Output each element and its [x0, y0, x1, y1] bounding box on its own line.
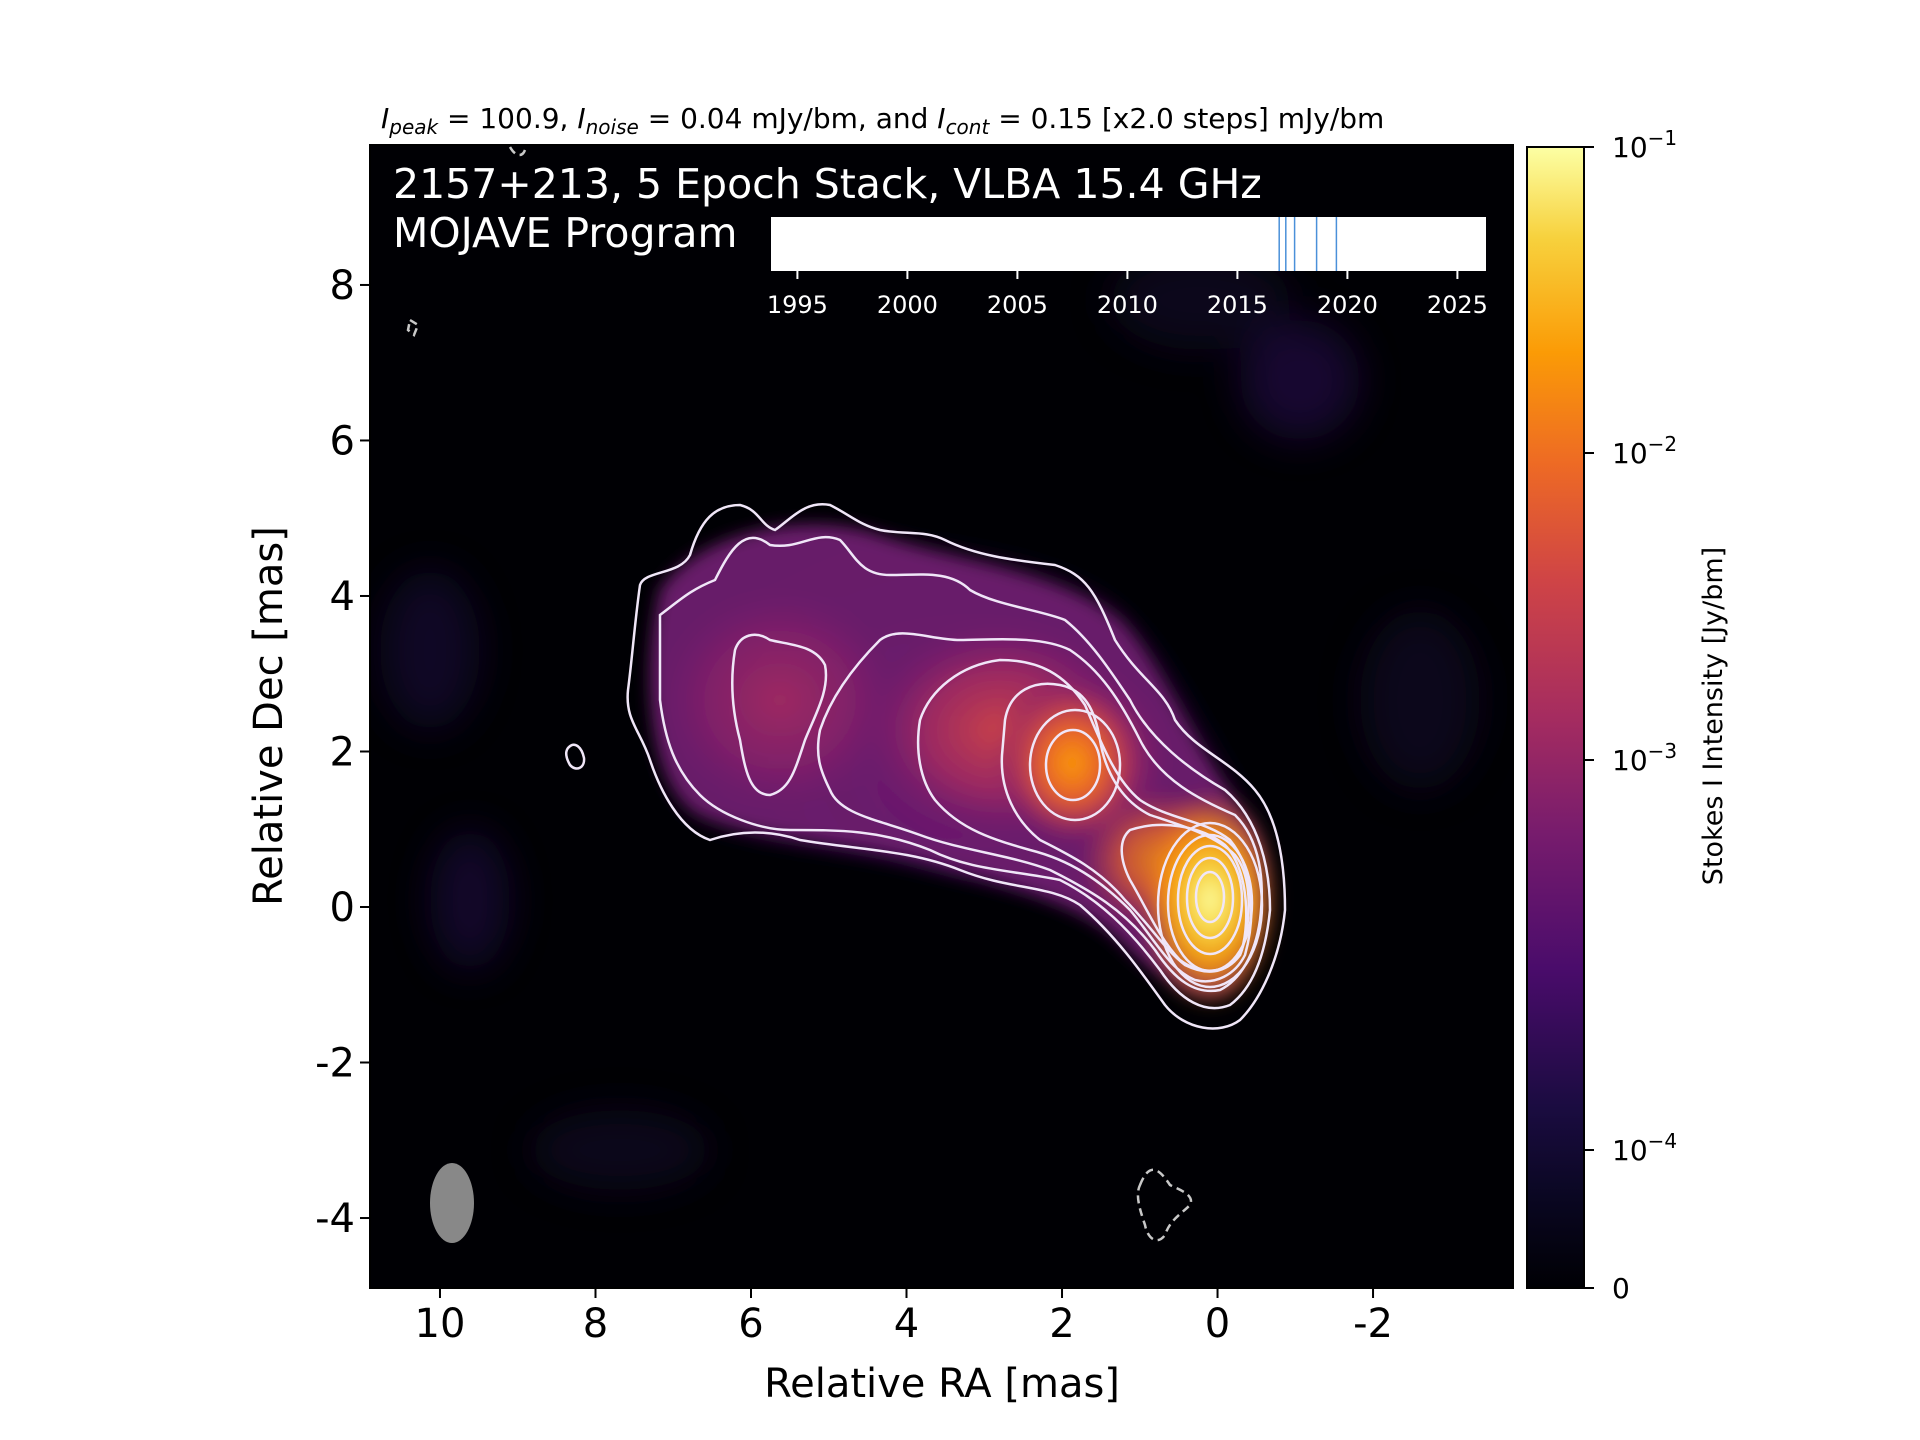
contour-level-4 [916, 658, 1253, 983]
epoch-tick-label: 1995 [767, 291, 828, 319]
y-tick-label: -4 [315, 1196, 355, 1242]
y-ticks: 8 6 4 2 0 -2 -4 [315, 263, 370, 1242]
contour-core-4 [1185, 856, 1235, 940]
contour-knot-1 [1028, 708, 1122, 822]
x-tick-label: 2 [1049, 1301, 1074, 1347]
contour-level-3 [731, 633, 828, 797]
x-ticks: 10 8 6 4 2 0 -2 [415, 1288, 1393, 1347]
x-axis-label: Relative RA [mas] [764, 1361, 1120, 1407]
epoch-tick-label: 2000 [877, 291, 938, 319]
epoch-timeline-box [771, 217, 1486, 271]
colorbar-tick-label: 10−2 [1612, 432, 1677, 470]
x-tick-label: 10 [415, 1301, 466, 1347]
y-tick-label: 6 [330, 418, 355, 464]
contour-level-2 [658, 535, 1272, 1010]
contour-core-2 [1166, 833, 1254, 973]
beam-ellipse [430, 1163, 474, 1243]
plot-frame [369, 144, 1514, 1289]
chart-title: Ipeak = 100.9, Inoise = 0.04 mJy/bm, and… [381, 102, 1384, 139]
contour-set [565, 502, 1287, 1030]
colorbar-ticks: 10−1 10−2 10−3 10−4 0 [1584, 126, 1677, 1305]
epoch-ticks: 1995 2000 2005 2010 2015 2020 2025 [767, 271, 1488, 319]
y-tick-label: 4 [330, 574, 355, 620]
contour-core-3 [1176, 844, 1244, 956]
program-label: MOJAVE Program [393, 209, 737, 257]
epoch-tick-label: 2005 [987, 291, 1048, 319]
source-label: 2157+213, 5 Epoch Stack, VLBA 15.4 GHz [393, 160, 1262, 208]
y-tick-label: 0 [330, 885, 355, 931]
x-tick-label: 6 [738, 1301, 763, 1347]
epoch-timeline: 1995 2000 2005 2010 2015 2020 2025 [767, 217, 1488, 319]
colorbar-gradient [1526, 146, 1585, 1289]
y-tick-label: 8 [330, 263, 355, 309]
contour-knot-2 [1044, 728, 1102, 802]
epoch-tick-label: 2010 [1097, 291, 1158, 319]
colorbar: 10−1 10−2 10−3 10−4 0 Stokes I Intensity [Jy… [1526, 126, 1729, 1305]
colorbar-tick-label: 10−4 [1612, 1129, 1677, 1167]
contour-level-1 [626, 502, 1287, 1030]
epoch-tick-label: 2015 [1207, 291, 1268, 319]
contour-level-5 [1000, 682, 1250, 973]
epoch-lines [1278, 217, 1338, 271]
colorbar-tick-label: 10−1 [1612, 126, 1677, 164]
y-axis-label: Relative Dec [mas] [246, 526, 292, 906]
x-tick-label: -2 [1353, 1301, 1393, 1347]
y-tick-label: -2 [315, 1041, 355, 1087]
epoch-tick-label: 2020 [1317, 291, 1378, 319]
negative-contour-1 [1136, 1168, 1193, 1242]
contour-core-1 [1156, 821, 1264, 989]
colorbar-label: Stokes I Intensity [Jy/bm] [1698, 547, 1729, 885]
contour-isolated [565, 743, 586, 770]
negative-contour-2 [406, 317, 420, 338]
colorbar-tick-label: 10−3 [1612, 739, 1677, 777]
x-tick-label: 0 [1205, 1301, 1230, 1347]
y-tick-label: 2 [330, 729, 355, 775]
contour-core-5 [1194, 870, 1226, 924]
negative-contour-3 [508, 146, 527, 157]
colorbar-tick-label: 0 [1612, 1272, 1630, 1305]
x-tick-label: 8 [583, 1301, 608, 1347]
x-tick-label: 4 [894, 1301, 919, 1347]
negative-contours [406, 146, 1193, 1242]
image-panel: 2157+213, 5 Epoch Stack, VLBA 15.4 GHz M… [369, 144, 1514, 1289]
epoch-tick-label: 2025 [1427, 291, 1488, 319]
